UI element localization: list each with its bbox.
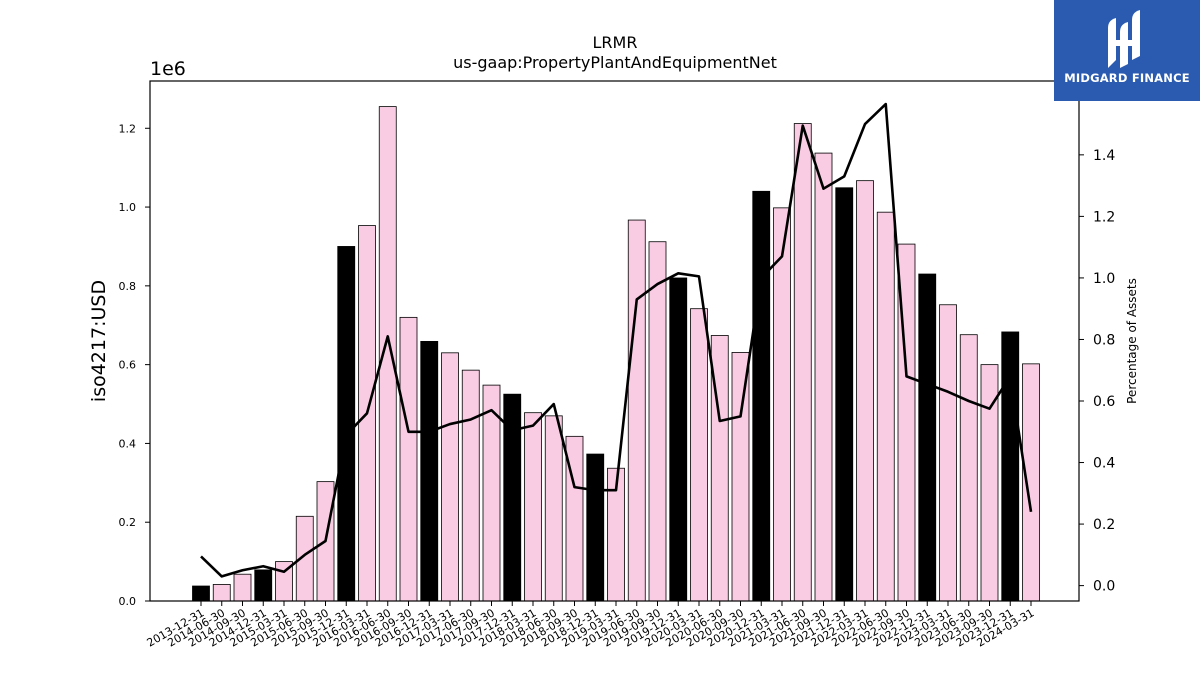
bar-2016-12-31 xyxy=(420,340,439,602)
bar-2015-12-31 xyxy=(337,246,356,602)
logo-text: MIDGARD FINANCE xyxy=(1064,71,1190,85)
bar-2014-12-31 xyxy=(254,569,273,602)
bar-2016-09-30 xyxy=(399,316,418,602)
bar-2014-06-30 xyxy=(212,584,231,602)
bar-2017-03-31 xyxy=(441,352,459,602)
bar-2022-12-31 xyxy=(918,273,937,602)
y2-tick-label: 0.8 xyxy=(1093,332,1115,348)
bar-2024-03-31 xyxy=(1022,363,1040,602)
y-tick-label: 0.2 xyxy=(119,516,137,529)
x-axis-ticks: 2013-12-312014-06-302014-09-302014-12-31… xyxy=(145,601,1037,650)
y-tick-label: 1.2 xyxy=(119,122,137,135)
y-tick-label: 0.8 xyxy=(119,280,137,293)
y-tick-label: 0.6 xyxy=(119,359,137,372)
bar-2021-03-31 xyxy=(773,207,791,602)
bar-2023-12-31 xyxy=(1001,331,1020,602)
bar-2018-12-31 xyxy=(586,453,605,602)
bar-series xyxy=(192,106,1040,602)
y2-tick-label: 0.6 xyxy=(1093,394,1115,410)
bar-2020-12-31 xyxy=(752,190,771,602)
bar-2021-09-30 xyxy=(814,152,833,602)
bar-2023-03-31 xyxy=(939,304,957,602)
y2-tick-label: 0.4 xyxy=(1093,456,1115,472)
bar-2020-09-30 xyxy=(731,352,750,602)
y-axis-label: iso4217:USD xyxy=(88,280,110,402)
bar-2013-12-31 xyxy=(192,585,210,602)
y-tick-label: 0.0 xyxy=(119,595,137,608)
y2-tick-label: 0.2 xyxy=(1093,517,1115,533)
y-multiplier-label: 1e6 xyxy=(150,58,186,80)
y2-axis-label: Percentage of Assets xyxy=(1125,278,1139,404)
bar-2019-12-31 xyxy=(669,277,688,602)
y2-tick-label: 1.0 xyxy=(1093,271,1115,287)
percentage-line-series xyxy=(200,102,1033,578)
midgard-logo-icon xyxy=(1108,10,1140,68)
chart-title: LRMR xyxy=(593,33,638,52)
y2-tick-label: 0.0 xyxy=(1093,579,1115,595)
bar-2017-06-30 xyxy=(461,369,480,602)
plot-frame xyxy=(149,80,1080,602)
bar-2018-06-30 xyxy=(544,415,563,602)
percentage-line xyxy=(200,102,1033,578)
bar-2020-03-31 xyxy=(690,308,708,602)
bar-2014-09-30 xyxy=(233,573,252,602)
y-axis-ticks: 0.0 0.2 0.4 0.6 0.8 1.0 1.2 xyxy=(119,122,150,608)
y-tick-label: 0.4 xyxy=(119,437,137,450)
bar-2021-06-30 xyxy=(793,123,812,602)
bar-2021-12-31 xyxy=(835,187,854,602)
y-tick-label: 1.0 xyxy=(119,201,137,214)
bar-2018-03-31 xyxy=(524,412,542,602)
bar-2022-06-30 xyxy=(876,211,895,602)
bar-2023-06-30 xyxy=(959,334,978,602)
bar-2022-03-31 xyxy=(856,180,874,602)
chart-subtitle: us-gaap:PropertyPlantAndEquipmentNet xyxy=(453,53,777,72)
y2-tick-label: 1.4 xyxy=(1093,148,1115,164)
y2-tick-label: 1.2 xyxy=(1093,209,1115,225)
bar-2019-09-30 xyxy=(648,241,667,602)
midgard-finance-logo: MIDGARD FINANCE xyxy=(1054,0,1200,101)
bar-2019-06-30 xyxy=(627,219,646,602)
y2-axis-ticks: 0.0 0.2 0.4 0.6 0.8 1.0 1.2 1.4 xyxy=(1079,148,1115,595)
